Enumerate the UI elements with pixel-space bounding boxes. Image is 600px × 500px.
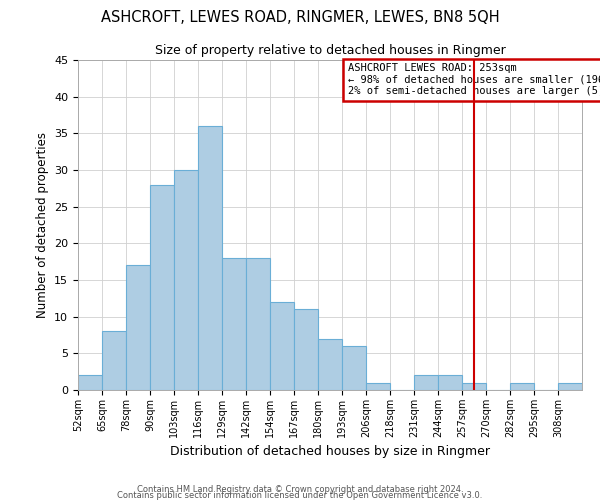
Bar <box>414 376 438 390</box>
Text: ASHCROFT, LEWES ROAD, RINGMER, LEWES, BN8 5QH: ASHCROFT, LEWES ROAD, RINGMER, LEWES, BN… <box>101 10 499 25</box>
Text: Contains HM Land Registry data © Crown copyright and database right 2024.: Contains HM Land Registry data © Crown c… <box>137 484 463 494</box>
Y-axis label: Number of detached properties: Number of detached properties <box>35 132 49 318</box>
Bar <box>342 346 366 390</box>
X-axis label: Distribution of detached houses by size in Ringmer: Distribution of detached houses by size … <box>170 446 490 458</box>
Bar <box>438 376 462 390</box>
Bar <box>150 184 174 390</box>
Bar <box>198 126 222 390</box>
Bar <box>318 338 342 390</box>
Bar <box>174 170 198 390</box>
Text: ASHCROFT LEWES ROAD: 253sqm
← 98% of detached houses are smaller (196)
2% of sem: ASHCROFT LEWES ROAD: 253sqm ← 98% of det… <box>347 64 600 96</box>
Bar <box>126 266 150 390</box>
Bar <box>78 376 102 390</box>
Text: Contains public sector information licensed under the Open Government Licence v3: Contains public sector information licen… <box>118 490 482 500</box>
Bar <box>294 310 318 390</box>
Bar <box>102 332 126 390</box>
Bar <box>558 382 582 390</box>
Bar <box>366 382 390 390</box>
Bar <box>246 258 270 390</box>
Bar <box>510 382 534 390</box>
Bar <box>222 258 246 390</box>
Bar <box>462 382 486 390</box>
Title: Size of property relative to detached houses in Ringmer: Size of property relative to detached ho… <box>155 44 505 58</box>
Bar <box>270 302 294 390</box>
